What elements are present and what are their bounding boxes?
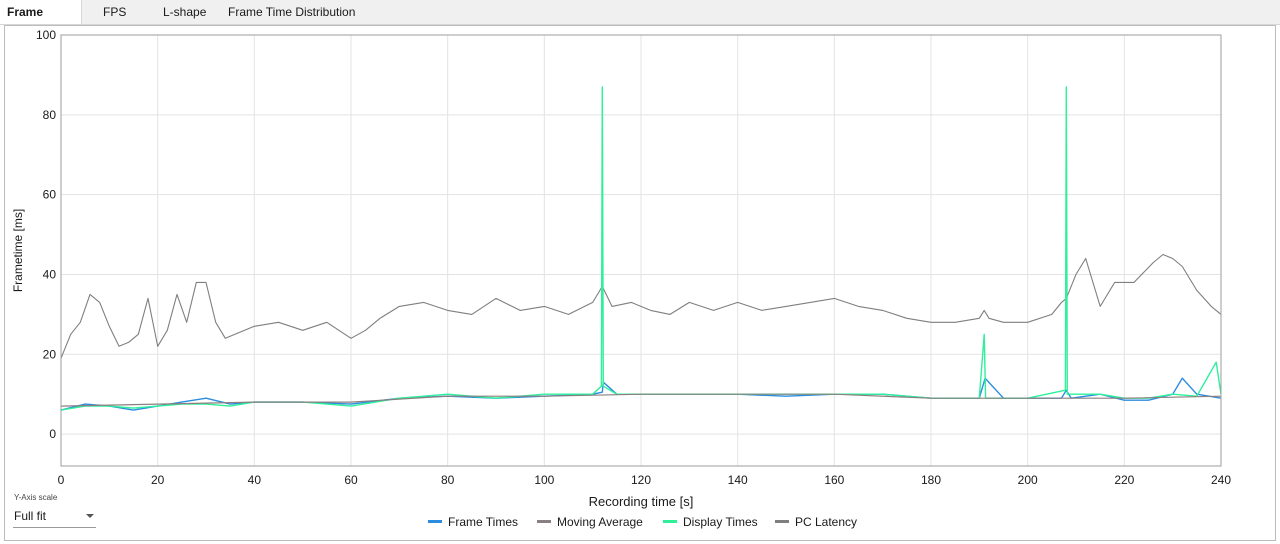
y-tick-label: 40	[43, 267, 57, 281]
x-tick-label: 120	[631, 473, 651, 487]
series-pc-latency	[60, 253, 1222, 359]
legend-label: Moving Average	[557, 515, 643, 529]
legend-label: Display Times	[683, 515, 758, 529]
x-tick-label: 140	[728, 473, 748, 487]
x-tick-label: 220	[1114, 473, 1134, 487]
x-tick-label: 180	[921, 473, 941, 487]
chart-panel	[4, 25, 1276, 541]
x-tick-label: 40	[248, 473, 262, 487]
legend-swatch-moving-average	[537, 520, 551, 524]
legend-item-display-times[interactable]: Display Times	[663, 515, 758, 529]
x-tick-label: 0	[58, 473, 65, 487]
tick-labels: 0 20 40 60 80 100 120 140 160 180 200 220 240 0 20 40 60…	[36, 28, 1231, 487]
x-axis-label: Recording time [s]	[589, 494, 694, 509]
legend-label: Frame Times	[448, 515, 519, 529]
y-tick-label: 80	[43, 108, 57, 122]
x-tick-label: 100	[534, 473, 554, 487]
y-tick-label: 100	[36, 28, 56, 42]
grid-lines	[60, 34, 1222, 466]
plot-border	[60, 34, 1222, 467]
legend-item-moving-average[interactable]: Moving Average	[537, 515, 643, 529]
series-lines	[60, 86, 1222, 411]
y-axis-scale-select[interactable]: Full fit	[13, 506, 96, 528]
legend-label: PC Latency	[795, 515, 858, 529]
x-tick-label: 160	[824, 473, 844, 487]
tab-fps[interactable]: FPS	[103, 5, 127, 19]
y-axis-scale-label: Y-Axis scale	[14, 493, 58, 502]
tab-frame-time-distribution[interactable]: Frame Time Distribution	[228, 5, 356, 19]
y-tick-label: 20	[43, 347, 57, 361]
x-tick-label: 60	[344, 473, 358, 487]
legend-swatch-display-times	[663, 520, 677, 524]
tab-bar: Frame Times FPS L-shape Frame Time Distr…	[0, 0, 1280, 43]
tab-l-shape[interactable]: L-shape	[163, 5, 207, 19]
x-tick-label: 240	[1211, 473, 1231, 487]
x-tick-label: 20	[151, 473, 165, 487]
legend-item-pc-latency[interactable]: PC Latency	[775, 515, 857, 529]
legend-item-frame-times[interactable]: Frame Times	[428, 515, 518, 529]
x-tick-label: 200	[1018, 473, 1038, 487]
y-axis-scale-value: Full fit	[14, 509, 47, 523]
chevron-down-icon	[86, 514, 94, 518]
series-moving-average	[60, 393, 1222, 407]
legend-swatch-pc-latency	[775, 520, 789, 524]
legend-swatch-frame-times	[428, 520, 442, 524]
y-axis-label: Frametime [ms]	[11, 209, 25, 292]
y-tick-label: 60	[43, 188, 57, 202]
y-tick-label: 0	[49, 427, 56, 441]
x-tick-label: 80	[441, 473, 455, 487]
